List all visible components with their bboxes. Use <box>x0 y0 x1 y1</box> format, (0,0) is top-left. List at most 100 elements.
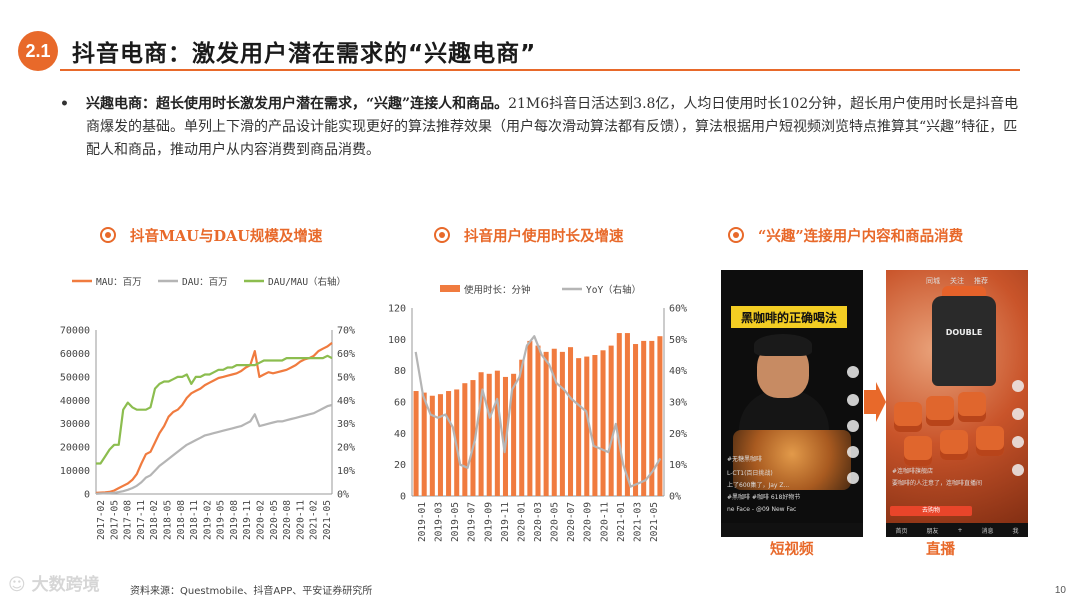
y-right-tick-label: 50% <box>669 335 687 346</box>
x-tick-label: 2021-05 <box>649 502 660 542</box>
y-left-tick-label: 60000 <box>60 349 90 360</box>
bar <box>576 358 582 496</box>
legend-label: 使用时长：分钟 <box>464 284 531 296</box>
title-underline <box>60 69 1020 71</box>
chart2-heading: 抖音用户使用时长及增速 <box>434 225 624 246</box>
legend-label: MAU：百万 <box>96 277 142 288</box>
x-tick-label: 2019-02 <box>202 500 213 540</box>
bullet-lead: 兴趣电商：超长使用时长激发用户潜在需求，“兴趣”连接人和商品。 <box>86 96 509 112</box>
y-left-tick-label: 10000 <box>60 466 90 477</box>
presenter-hair <box>754 334 812 356</box>
y-right-tick-label: 10% <box>337 466 355 477</box>
watermark: ☺ 大数跨境 <box>8 570 100 595</box>
target-icon <box>434 227 450 243</box>
bar <box>437 394 443 496</box>
nav-me: 我 <box>1012 527 1019 535</box>
series-line <box>95 342 333 494</box>
chart1-heading: 抖音MAU与DAU规模及增速 <box>100 225 322 246</box>
x-tick-label: 2020-08 <box>282 500 293 540</box>
y-left-tick-label: 30000 <box>60 419 90 430</box>
series-line <box>414 335 662 488</box>
bullet-body: 21M6抖音日活达到3.8亿，人均日使用时长102分钟，超长用户使用时长是抖音电… <box>86 96 1019 158</box>
bar <box>567 347 574 496</box>
bar <box>624 333 630 496</box>
usage-time-chart: 0 20 40 60 80 100 120 0% 10% 20% 30% 40% 50% 60% 2019-… <box>388 284 687 542</box>
video-caption-2: L-CT1(百日挑战) <box>727 470 773 477</box>
x-tick-label: 2019-05 <box>450 502 461 542</box>
x-tick-label: 2019-08 <box>229 500 240 540</box>
share-icon <box>1012 464 1024 476</box>
coffee-bottle <box>932 296 996 386</box>
short-video-label: 短视频 <box>770 541 814 558</box>
phones-heading-text: “兴趣”连接用户内容和商品消费 <box>758 228 964 245</box>
heart-icon <box>847 394 859 406</box>
x-tick-label: 2018-11 <box>189 500 200 540</box>
comment-icon <box>1012 436 1024 448</box>
x-tick-label: 2020-05 <box>269 500 280 540</box>
series-line <box>95 403 333 495</box>
bar <box>608 345 614 496</box>
bar <box>535 345 541 496</box>
legend-label: DAU：百万 <box>182 277 228 288</box>
heart-icon <box>1012 408 1024 420</box>
bar <box>462 383 468 496</box>
y-left-tick-label: 20 <box>394 460 406 471</box>
y-left-tick-label: 20000 <box>60 443 90 454</box>
y-left-tick-label: 40000 <box>60 396 90 407</box>
bar <box>486 373 492 496</box>
video-bottom-bar <box>721 523 863 537</box>
bar <box>494 370 500 496</box>
y-right-tick-label: 30% <box>337 419 355 430</box>
avatar-icon <box>847 366 859 378</box>
chart2-heading-text: 抖音用户使用时长及增速 <box>464 228 624 245</box>
page-title: 抖音电商：激发用户潜在需求的“兴趣电商” <box>72 41 537 67</box>
watermark-logo-icon: ☺ <box>8 575 32 595</box>
product-cup <box>904 436 932 466</box>
page-number: 10 <box>1054 585 1066 596</box>
product-cup <box>926 396 954 426</box>
chart1-heading-text: 抖音MAU与DAU规模及增速 <box>130 228 323 245</box>
phones-heading: “兴趣”连接用户内容和商品消费 <box>728 225 963 246</box>
bar <box>551 348 557 496</box>
x-tick-label: 2018-08 <box>176 500 187 540</box>
x-tick-label: 2019-07 <box>467 502 478 542</box>
x-tick-label: 2018-02 <box>149 500 160 540</box>
short-video-screenshot: 黑咖啡的正确喝法 #无糖黑咖啡 L-CT1(百日挑战) 上了600集了，Jay … <box>721 270 863 537</box>
y-left-tick-label: 100 <box>388 335 406 346</box>
x-tick-label: 2019-09 <box>483 502 494 542</box>
y-right-tick-label: 20% <box>669 429 687 440</box>
tab-recommend: 推荐 <box>974 277 988 285</box>
x-tick-label: 2020-03 <box>533 502 544 542</box>
x-tick-label: 2021-05 <box>322 500 333 540</box>
video-caption-4: #黑咖啡 #咖啡 618好物节 <box>727 494 801 501</box>
x-tick-label: 2019-03 <box>434 502 445 542</box>
product-cup <box>940 430 968 460</box>
comment-icon <box>847 420 859 432</box>
y-right-tick-label: 10% <box>669 460 687 471</box>
series-line <box>96 354 333 465</box>
bottle-label: DOUBLE <box>945 328 983 337</box>
x-tick-label: 2021-01 <box>616 502 627 542</box>
y-left-tick-label: 80 <box>394 366 406 377</box>
live-caption-1: #连咖啡旗舰店 <box>892 468 934 475</box>
tab-nearby: 同城 <box>926 277 940 285</box>
x-tick-label: 2019-11 <box>500 502 511 542</box>
x-tick-label: 2020-05 <box>550 502 561 542</box>
bar <box>600 350 606 496</box>
bar <box>446 391 452 496</box>
x-tick-label: 2019-01 <box>417 502 428 542</box>
share-icon <box>847 472 859 484</box>
bar <box>657 336 663 496</box>
star-icon <box>847 446 859 458</box>
y-left-tick-label: 60 <box>394 398 406 409</box>
bar <box>616 333 622 496</box>
bar <box>429 395 435 496</box>
x-tick-label: 2021-02 <box>309 500 320 540</box>
y-left-tick-label: 0 <box>84 490 90 501</box>
y-left-tick-label: 0 <box>400 492 406 503</box>
x-tick-label: 2020-07 <box>566 502 577 542</box>
y-right-tick-label: 50% <box>337 372 355 383</box>
x-tick-label: 2017-02 <box>96 500 107 540</box>
bar <box>543 351 549 496</box>
x-tick-label: 2021-03 <box>632 502 643 542</box>
